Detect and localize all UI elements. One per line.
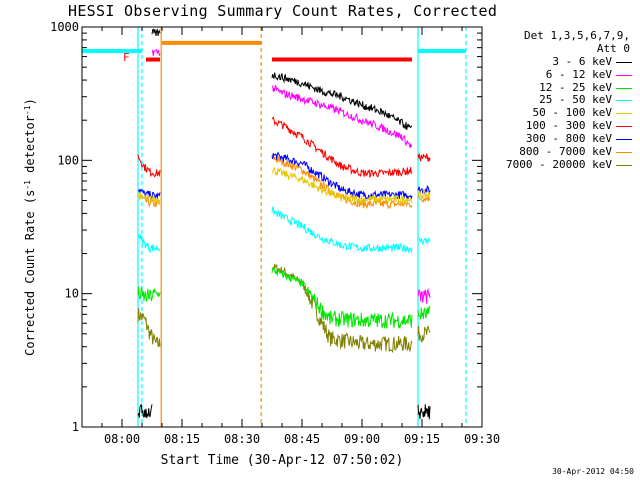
x-tick-label: 09:15 bbox=[404, 432, 440, 446]
legend-item: 6 - 12 keV bbox=[484, 67, 634, 82]
series-line-8-segment-0 bbox=[137, 308, 161, 348]
legend-swatch bbox=[616, 139, 632, 141]
legend-item: 25 - 50 keV bbox=[484, 94, 634, 107]
legend-label: 25 - 50 keV bbox=[539, 93, 612, 107]
series-line-8-segment-2 bbox=[417, 324, 431, 343]
legend-swatch bbox=[616, 61, 632, 63]
x-tick-label: 08:45 bbox=[284, 432, 320, 446]
series-line-7-segment-0 bbox=[137, 195, 161, 208]
series-line-0-segment-1 bbox=[151, 28, 161, 36]
legend-swatch bbox=[616, 100, 632, 102]
y-axis-title: Corrected Count Rate (s-1 detector-1) bbox=[23, 98, 38, 356]
legend-swatch bbox=[616, 151, 632, 153]
series-line-5-segment-0 bbox=[137, 154, 161, 178]
series-line-1-segment-2 bbox=[417, 287, 431, 304]
chart-title: HESSI Observing Summary Count Rates, Cor… bbox=[68, 2, 498, 20]
series-line-5-segment-2 bbox=[417, 152, 431, 162]
legend-label: 100 - 300 keV bbox=[525, 119, 612, 133]
legend-swatch bbox=[616, 164, 632, 166]
legend-item: 50 - 100 keV bbox=[484, 106, 634, 120]
series-line-2-segment-1 bbox=[271, 267, 413, 330]
series-line-4-segment-2 bbox=[417, 189, 431, 200]
y-tick-label: 100 bbox=[57, 153, 79, 167]
y-tick-label: 1 bbox=[72, 420, 79, 434]
legend-label: 6 - 12 keV bbox=[545, 67, 612, 81]
legend-item: 12 - 25 keV bbox=[484, 80, 634, 95]
legend-label: 300 - 800 keV bbox=[525, 132, 612, 146]
vertical-markers bbox=[137, 27, 467, 427]
series-line-1-segment-1 bbox=[271, 84, 413, 149]
legend-swatch bbox=[616, 74, 632, 76]
legend-label: 3 - 6 keV bbox=[552, 54, 612, 68]
x-tick-label: 08:15 bbox=[164, 432, 200, 446]
flare-flag-label: F bbox=[123, 51, 130, 64]
x-tick-label: 08:00 bbox=[104, 432, 140, 446]
y-tick-label: 10 bbox=[65, 287, 79, 301]
series-line-1-segment-0 bbox=[151, 48, 161, 56]
legend-swatch bbox=[616, 126, 632, 128]
legend-label: 7000 - 20000 keV bbox=[506, 157, 612, 171]
series-lines bbox=[137, 28, 431, 420]
series-line-3-segment-0 bbox=[137, 234, 161, 254]
legend-label: 50 - 100 keV bbox=[532, 106, 612, 120]
series-line-3-segment-1 bbox=[271, 206, 413, 254]
legend-item: 300 - 800 keV bbox=[484, 132, 634, 146]
legend-item: 100 - 300 keV bbox=[484, 119, 634, 133]
axes: 08:00 08:15 08:30 08:45 09:00 09:15 09:30 1 10 10… bbox=[50, 20, 500, 446]
series-line-0-segment-2 bbox=[271, 72, 413, 131]
series-line-4-segment-1 bbox=[271, 166, 413, 205]
series-line-6-segment-0 bbox=[138, 188, 161, 200]
legend-label: 800 - 7000 keV bbox=[519, 145, 612, 159]
legend-label: 12 - 25 keV bbox=[539, 80, 612, 94]
legend-item: 800 - 7000 keV bbox=[484, 145, 634, 159]
generation-timestamp: 30-Apr-2012 04:50 bbox=[552, 467, 634, 476]
x-axis-title: Start Time (30-Apr-12 07:50:02) bbox=[160, 453, 404, 468]
series-line-4-segment-0 bbox=[137, 192, 161, 204]
x-tick-label: 08:30 bbox=[224, 432, 260, 446]
series-line-0-segment-0 bbox=[137, 403, 153, 419]
series-line-3-segment-2 bbox=[417, 236, 431, 246]
series-line-6-segment-1 bbox=[271, 151, 413, 201]
series-line-2-segment-0 bbox=[137, 285, 161, 302]
legend: Det 1,3,5,6,7,9, Att 0 3 - 6 keV 6 - 12 k… bbox=[484, 29, 634, 172]
legend-item: 7000 - 20000 keV bbox=[484, 157, 634, 172]
series-line-2-segment-2 bbox=[417, 304, 431, 320]
legend-item: 3 - 6 keV bbox=[484, 54, 634, 69]
series-line-7-segment-2 bbox=[417, 193, 431, 203]
x-tick-label: 09:30 bbox=[464, 432, 500, 446]
legend-heading: Det 1,3,5,6,7,9, bbox=[524, 29, 630, 42]
series-line-0-segment-3 bbox=[417, 404, 431, 420]
legend-heading-attenuator: Att 0 bbox=[596, 41, 630, 55]
status-bars bbox=[82, 40, 466, 62]
x-tick-label: 09:00 bbox=[344, 432, 380, 446]
series-line-5-segment-1 bbox=[271, 115, 413, 179]
legend-swatch bbox=[616, 113, 632, 115]
legend-swatch bbox=[616, 87, 632, 89]
y-tick-label: 1000 bbox=[50, 20, 79, 34]
